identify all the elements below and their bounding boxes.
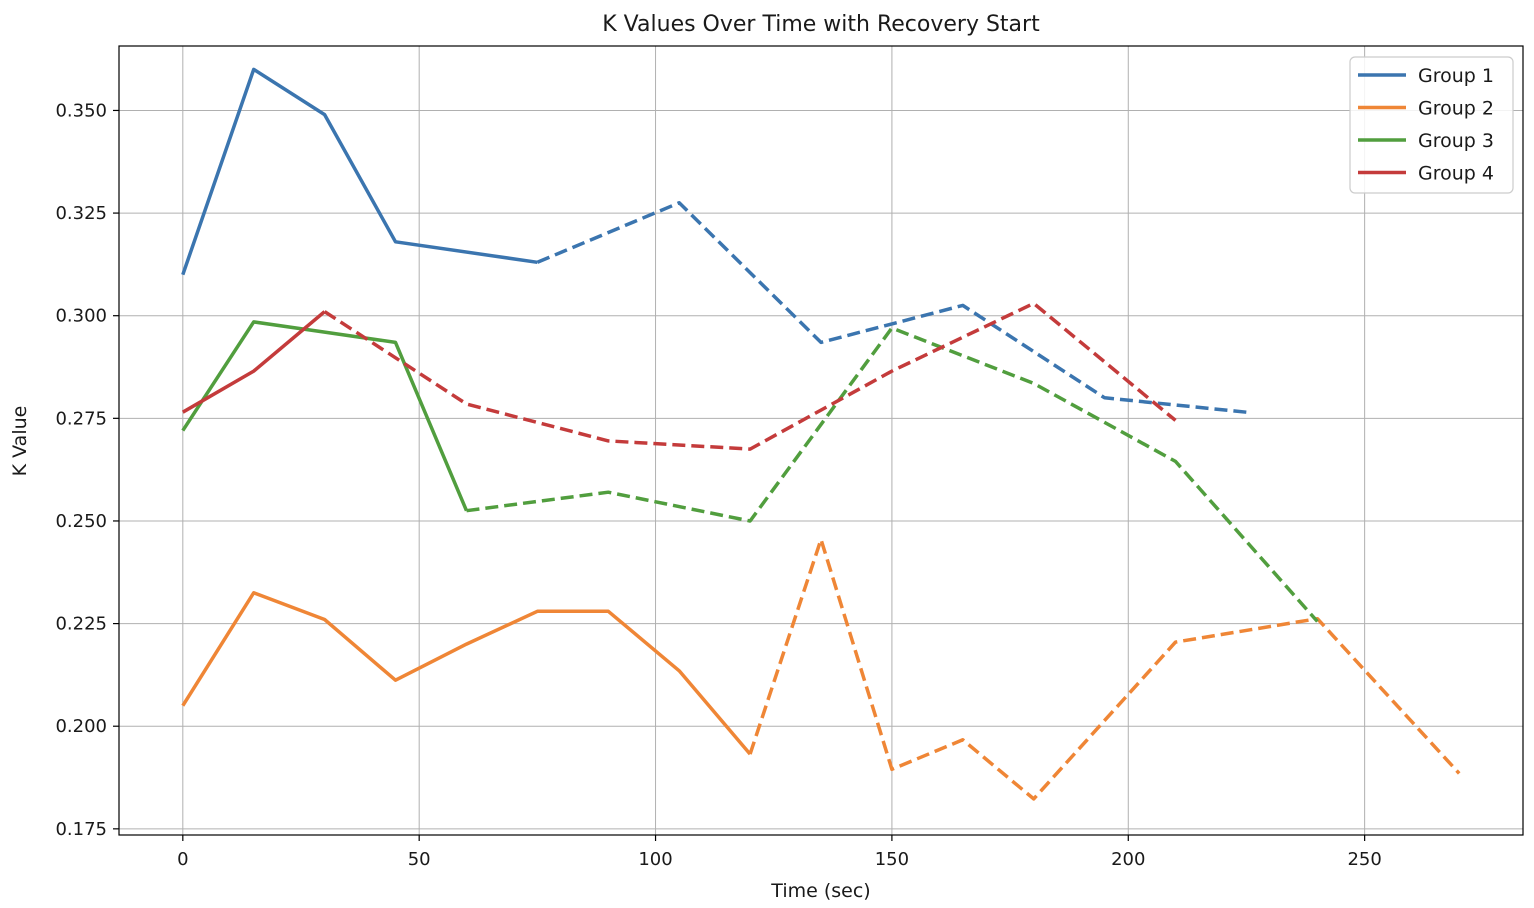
- x-tick-label: 200: [1111, 849, 1145, 870]
- y-tick-label: 0.325: [55, 203, 107, 224]
- x-tick-label: 50: [408, 849, 431, 870]
- series-line-group-2-before-recovery: [181, 591, 752, 756]
- x-axis-label: Time (sec): [770, 880, 870, 902]
- series-lines: [181, 67, 1461, 801]
- y-tick-label: 0.250: [55, 511, 107, 532]
- grid-lines: [119, 46, 1523, 835]
- x-tick-label: 0: [177, 849, 188, 870]
- series-line-group-4-after-recovery: [323, 301, 1177, 451]
- series-line-group-1-before-recovery: [181, 67, 538, 276]
- y-tick-label: 0.225: [55, 614, 107, 635]
- y-axis-label: K Value: [9, 406, 31, 477]
- legend-label: Group 1: [1418, 65, 1494, 87]
- legend-label: Group 3: [1418, 130, 1494, 152]
- x-tick-label: 150: [875, 849, 909, 870]
- legend: Group 1 Group 2 Group 3 Group 4: [1349, 56, 1514, 194]
- y-tick-label: 0.300: [55, 306, 107, 327]
- plot-frame: [118, 45, 1524, 836]
- series-line-group-1-after-recovery: [536, 201, 1247, 414]
- legend-box: [1349, 56, 1514, 194]
- x-tick-label: 250: [1347, 849, 1381, 870]
- series-line-group-2-after-recovery: [748, 537, 1461, 801]
- y-tick-label: 0.275: [55, 408, 107, 429]
- y-tick-label: 0.350: [55, 100, 107, 121]
- y-tick-label: 0.200: [55, 716, 107, 737]
- y-axis-ticks: 0.175 0.200 0.225 0.250 0.275 0.300 0.325 0.350: [55, 100, 119, 840]
- chart-title: K Values Over Time with Recovery Start: [602, 12, 1040, 37]
- series-line-group-3-before-recovery: [181, 320, 469, 512]
- x-tick-label: 100: [638, 849, 672, 870]
- x-axis-ticks: 0 50 100 150 200 250: [177, 835, 1382, 870]
- legend-label: Group 4: [1418, 163, 1494, 185]
- series-line-group-4-before-recovery: [181, 310, 326, 414]
- y-tick-label: 0.175: [55, 819, 107, 840]
- legend-label: Group 2: [1418, 98, 1494, 120]
- series-line-group-3-after-recovery: [466, 326, 1319, 623]
